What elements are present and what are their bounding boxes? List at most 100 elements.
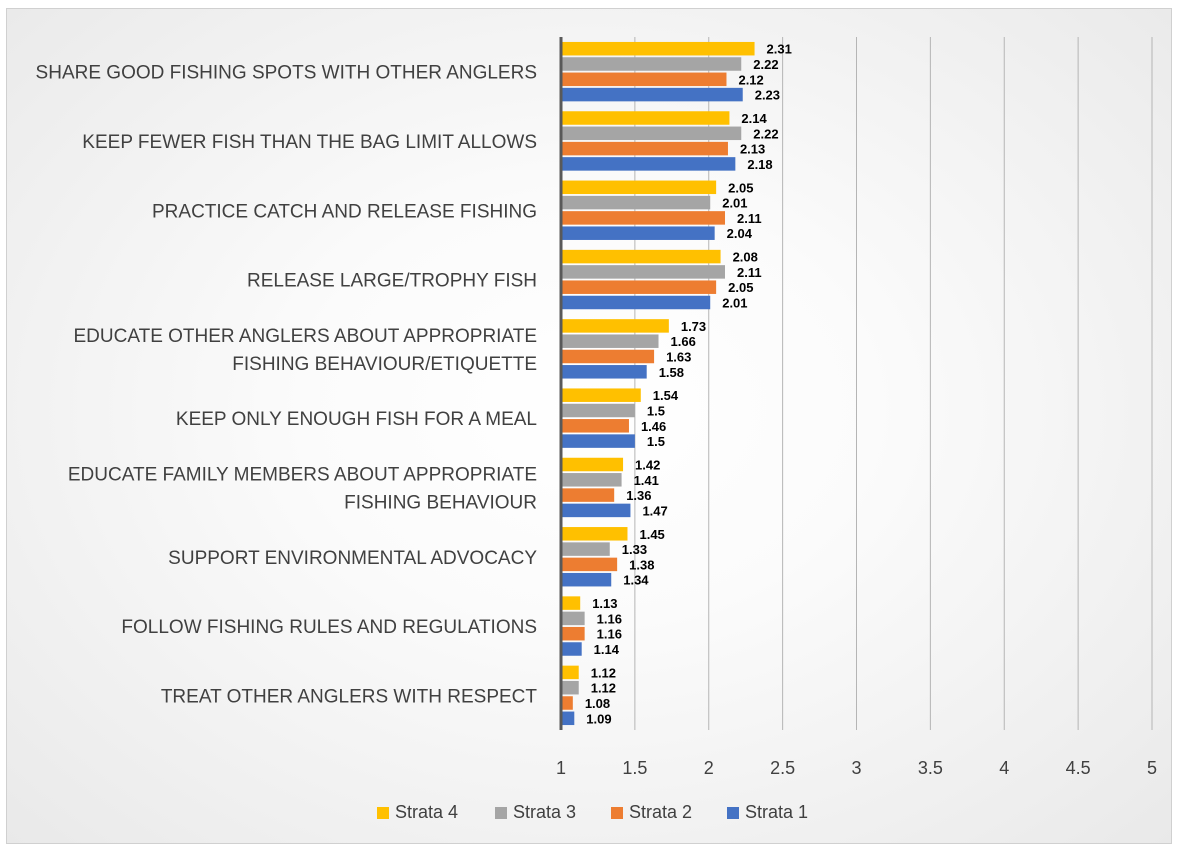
bar [561,488,615,502]
data-label: 1.33 [622,542,647,557]
data-label: 1.12 [591,681,616,696]
category-label: KEEP ONLY ENOUGH FISH FOR A MEAL [176,409,537,430]
category-label: FOLLOW FISHING RULES AND REGULATIONS [121,617,537,638]
tick-label: 2 [704,758,714,778]
data-label: 1.63 [666,350,691,365]
category-label: KEEP FEWER FISH THAN THE BAG LIMIT ALLOW… [82,132,537,153]
bar [561,265,726,279]
bar [561,457,624,472]
data-label: 1.73 [681,319,706,334]
bar [561,111,730,125]
legend-entry: Strata 2 [629,802,692,822]
data-label: 1.13 [592,596,617,611]
tick-label: 5 [1147,758,1157,778]
data-label: 2.01 [722,196,747,211]
bar [561,365,647,379]
tick-label: 1 [556,758,566,778]
category-label: SUPPORT ENVIRONMENTAL ADVOCACY [168,548,537,569]
legend-entry: Strata 1 [745,802,808,822]
bar [561,665,579,680]
data-label: 2.22 [753,57,778,72]
data-label: 1.46 [641,419,666,434]
bar [561,141,728,156]
legend-swatch [727,807,739,819]
bar [561,57,742,71]
data-label: 1.5 [647,404,665,419]
data-label: 1.14 [594,642,620,657]
bar [561,434,635,448]
bar [561,596,581,610]
data-label: 1.16 [597,611,622,626]
data-label: 1.09 [586,711,611,726]
bar [561,711,575,726]
bar [561,280,717,294]
category-label: FISHING BEHAVIOUR [344,492,537,513]
data-label: 2.22 [753,126,778,141]
legend-swatch [611,807,623,819]
bar [561,334,659,348]
category-label: SHARE GOOD FISHING SPOTS WITH OTHER ANGL… [36,63,537,84]
tick-label: 3 [851,758,861,778]
legend-entry: Strata 3 [513,802,576,822]
bar [561,226,715,240]
bar [561,87,743,102]
bar [561,680,579,695]
data-label: 1.58 [659,365,684,380]
bar [561,572,612,587]
data-label: 2.11 [737,265,762,280]
bar [561,642,582,656]
category-label: EDUCATE FAMILY MEMBERS ABOUT APPROPRIATE [68,464,537,485]
data-label: 2.31 [767,42,792,57]
data-label: 2.18 [747,157,772,172]
bar [561,211,726,225]
category-label: EDUCATE OTHER ANGLERS ABOUT APPROPRIATE [74,326,538,347]
data-label: 2.14 [741,111,767,126]
bar [561,41,755,56]
bar [561,557,618,572]
category-label: FISHING BEHAVIOUR/ETIQUETTE [232,354,537,375]
bar [561,403,635,418]
category-label: TREAT OTHER ANGLERS WITH RESPECT [161,686,538,707]
tick-label: 2.5 [770,758,795,778]
data-label: 1.45 [639,527,664,542]
bar [561,696,573,710]
bar [561,249,721,264]
bar [561,157,736,171]
data-label: 1.54 [653,388,679,403]
data-label: 1.34 [623,573,649,588]
data-label: 2.13 [740,142,765,157]
legend-swatch [377,807,389,819]
tick-label: 1.5 [622,758,647,778]
bar [561,295,711,310]
bar [561,527,628,541]
bar [561,349,655,364]
tick-label: 3.5 [918,758,943,778]
data-label: 1.5 [647,434,665,449]
data-label: 1.12 [591,665,616,680]
category-label: PRACTICE CATCH AND RELEASE FISHING [152,201,537,222]
data-label: 1.16 [597,627,622,642]
bar [561,195,711,210]
data-label: 2.01 [722,296,747,311]
legend-swatch [495,807,507,819]
data-label: 1.66 [671,334,696,349]
data-label: 1.36 [626,488,651,503]
bar [561,419,629,433]
tick-label: 4.5 [1066,758,1091,778]
bar [561,126,742,141]
data-label: 1.41 [634,473,659,488]
bar [561,542,610,556]
legend-entry: Strata 4 [395,802,458,822]
tick-label: 4 [999,758,1009,778]
bar [561,611,585,626]
data-label: 1.47 [642,503,667,518]
bar [561,72,727,87]
bar [561,503,631,518]
data-label: 2.12 [738,72,763,87]
bar [561,180,717,195]
bar [561,388,641,402]
data-label: 1.38 [629,557,654,572]
bar [561,473,622,487]
data-label: 2.05 [728,180,753,195]
